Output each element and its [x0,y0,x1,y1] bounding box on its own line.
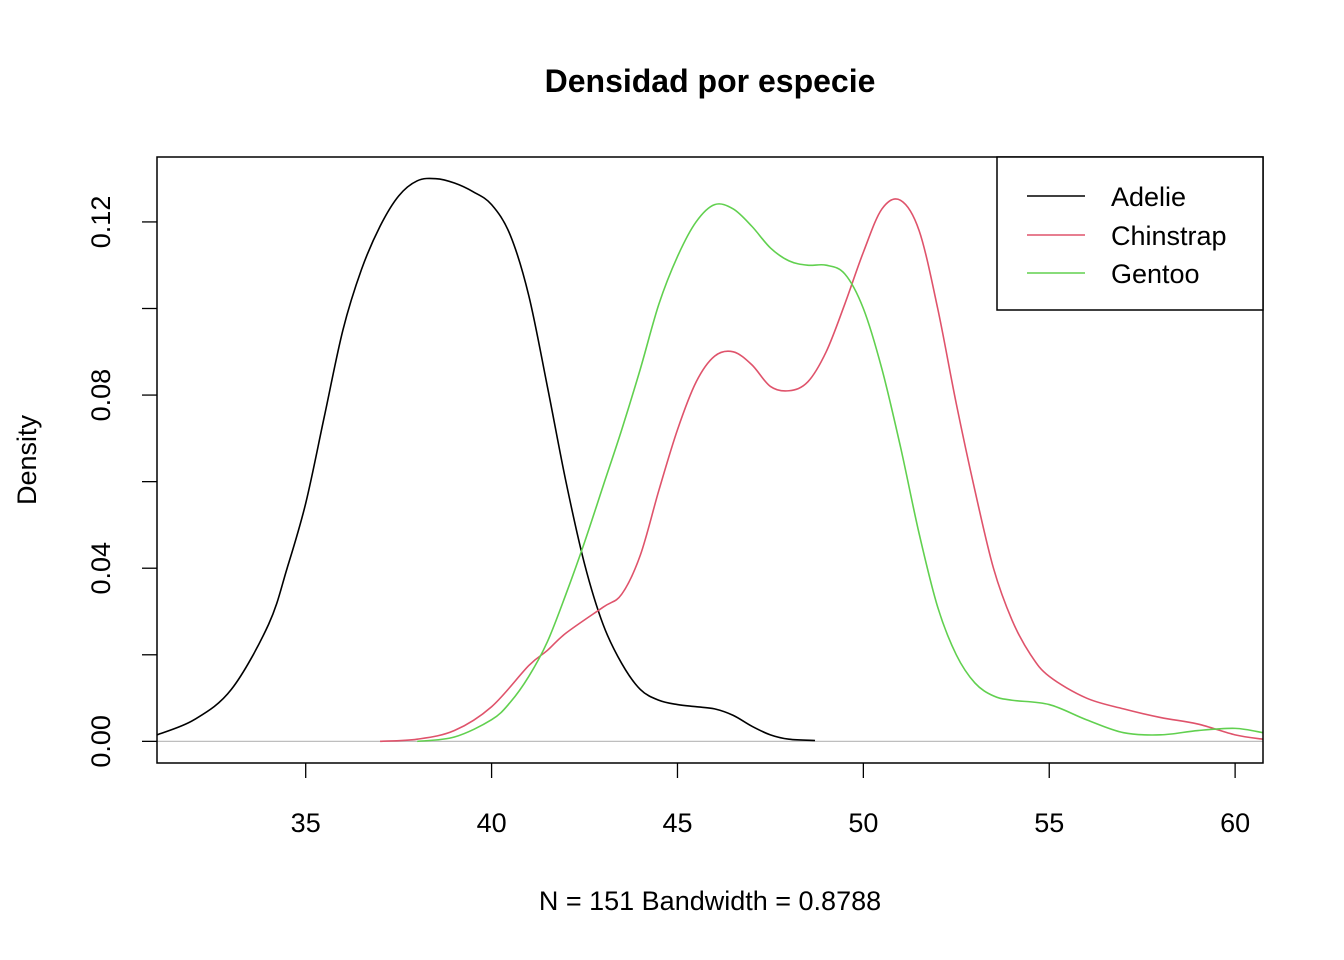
x-tick-label: 55 [1034,808,1064,838]
series-line-chinstrap [380,198,1264,743]
legend-label-gentoo: Gentoo [1111,259,1200,289]
x-axis-label: N = 151 Bandwidth = 0.8788 [539,886,881,916]
x-tick-label: 35 [291,808,321,838]
y-tick-label: 0.04 [86,542,116,595]
x-axis: 35 40 45 50 55 60 [291,763,1250,838]
x-tick-label: 60 [1220,808,1250,838]
y-tick-label: 0.00 [86,715,116,768]
density-curves [156,177,1264,743]
legend: Adelie Chinstrap Gentoo [996,156,1264,311]
legend-box [996,156,1264,311]
plot-frame [156,156,1264,764]
x-tick-label: 40 [477,808,507,838]
x-tick-label: 45 [662,808,692,838]
y-axis-label: Density [12,414,42,505]
series-line-gentoo [417,203,1264,743]
series-line-adelie [156,177,816,742]
legend-label-chinstrap: Chinstrap [1111,221,1227,251]
y-tick-label: 0.12 [86,196,116,249]
legend-label-adelie: Adelie [1111,182,1186,212]
y-axis: 0.00 0.04 0.08 0.12 [86,196,157,768]
y-tick-label: 0.08 [86,369,116,422]
x-tick-label: 50 [848,808,878,838]
chart-title: Densidad por especie [545,63,876,99]
